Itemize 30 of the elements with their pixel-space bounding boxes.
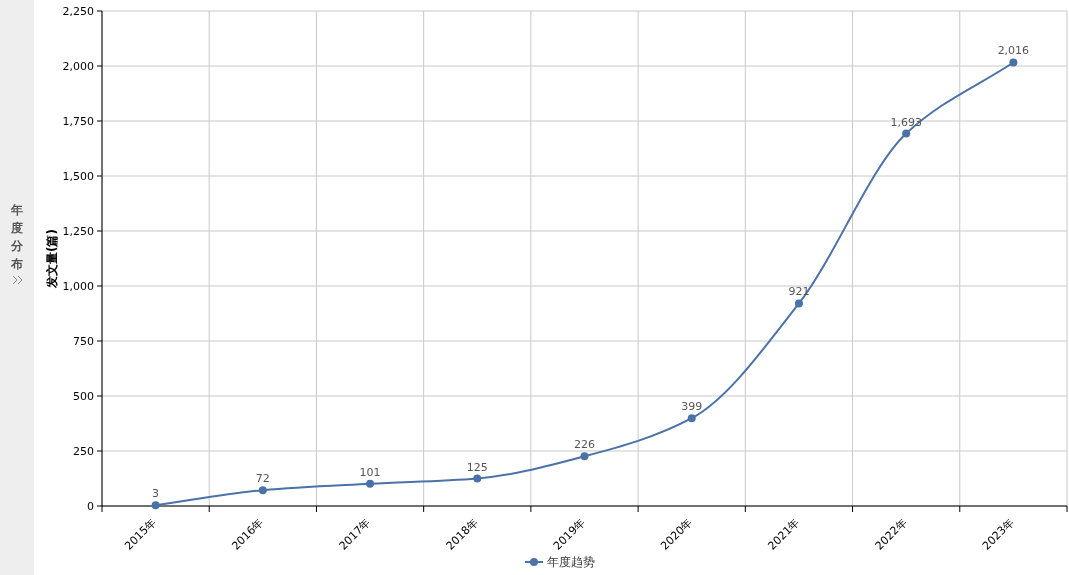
point <box>151 501 160 510</box>
y-axis-title: 发文量(篇) <box>45 229 59 289</box>
legend-label: 年度趋势 <box>547 555 595 569</box>
y-tick-label: 500 <box>73 390 94 403</box>
point <box>366 479 375 488</box>
y-tick-label: 750 <box>73 335 94 348</box>
text: 226 <box>574 438 595 452</box>
y-tick-label: 0 <box>87 500 94 513</box>
point <box>258 486 267 495</box>
text: 125 <box>466 460 488 474</box>
y-tick-label: 2,000 <box>62 60 94 73</box>
y-tick-label: 1,250 <box>62 225 94 238</box>
text: 2,016 <box>997 44 1030 58</box>
y-tick-label: 1,750 <box>62 115 94 128</box>
text: 年度分布 <box>10 203 24 271</box>
text: 399 <box>681 400 703 414</box>
text: 101 <box>359 465 381 479</box>
point <box>794 299 803 308</box>
point <box>1009 58 1018 67</box>
text: 72 <box>255 472 270 486</box>
point <box>687 414 696 423</box>
y-tick-label: 1,000 <box>62 280 94 293</box>
point <box>580 452 589 461</box>
y-tick-label: 1,500 <box>62 170 94 183</box>
text: 1,693 <box>890 115 922 129</box>
y-tick-label: 250 <box>73 445 94 458</box>
text: 3 <box>152 487 160 501</box>
point <box>902 129 911 138</box>
y-tick-label: 2,250 <box>62 5 94 18</box>
point <box>473 474 482 483</box>
